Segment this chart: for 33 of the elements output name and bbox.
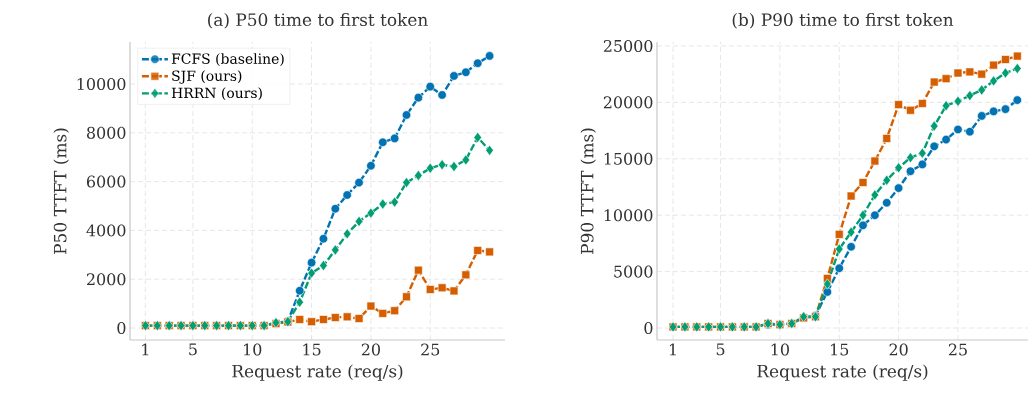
- y-axis-title: P90 TTFT (ms): [580, 128, 596, 254]
- x-tick-label: 20: [361, 343, 380, 356]
- y-tick-label: 2000: [86, 273, 126, 286]
- x-tick-label: 1: [669, 343, 676, 356]
- y-axis-title: P50 TTFT (ms): [53, 128, 69, 254]
- y-tick-label: 0: [117, 322, 126, 335]
- x-tick-label: 5: [189, 343, 197, 356]
- x-tick-label: 20: [889, 343, 908, 356]
- y-tick-label: 10000: [77, 77, 126, 90]
- y-tick-label: 25000: [603, 39, 653, 52]
- x-axis-title: Request rate (req/s): [757, 364, 928, 381]
- x-tick-label: 10: [244, 343, 262, 356]
- y-tick-label: 4000: [86, 224, 126, 237]
- x-tick-label: 15: [303, 343, 321, 356]
- y-tick-label: 10000: [604, 209, 653, 222]
- y-tick-label: 6000: [86, 175, 126, 188]
- y-tick-label: 8000: [86, 126, 126, 139]
- x-tick-label: 1: [142, 343, 149, 356]
- legend-label: SJF (ours): [172, 70, 242, 84]
- chart-title: (a) P50 time to first token: [208, 12, 428, 29]
- x-tick-label: 15: [831, 343, 849, 356]
- x-tick-label: 25: [948, 343, 967, 356]
- x-axis-title: Request rate (req/s): [232, 364, 403, 381]
- y-tick-label: 15000: [604, 152, 653, 165]
- chart-title: (b) P90 time to first token: [732, 12, 954, 29]
- legend-label: HRRN (ours): [171, 87, 262, 101]
- x-tick-label: 5: [716, 343, 725, 356]
- x-tick-label: 10: [771, 343, 789, 356]
- y-tick-label: 5000: [614, 265, 653, 278]
- x-tick-label: 25: [421, 343, 440, 356]
- legend-label: FCFS (baseline): [171, 53, 284, 66]
- y-tick-label: 20000: [603, 96, 653, 109]
- y-tick-label: 0: [644, 322, 653, 335]
